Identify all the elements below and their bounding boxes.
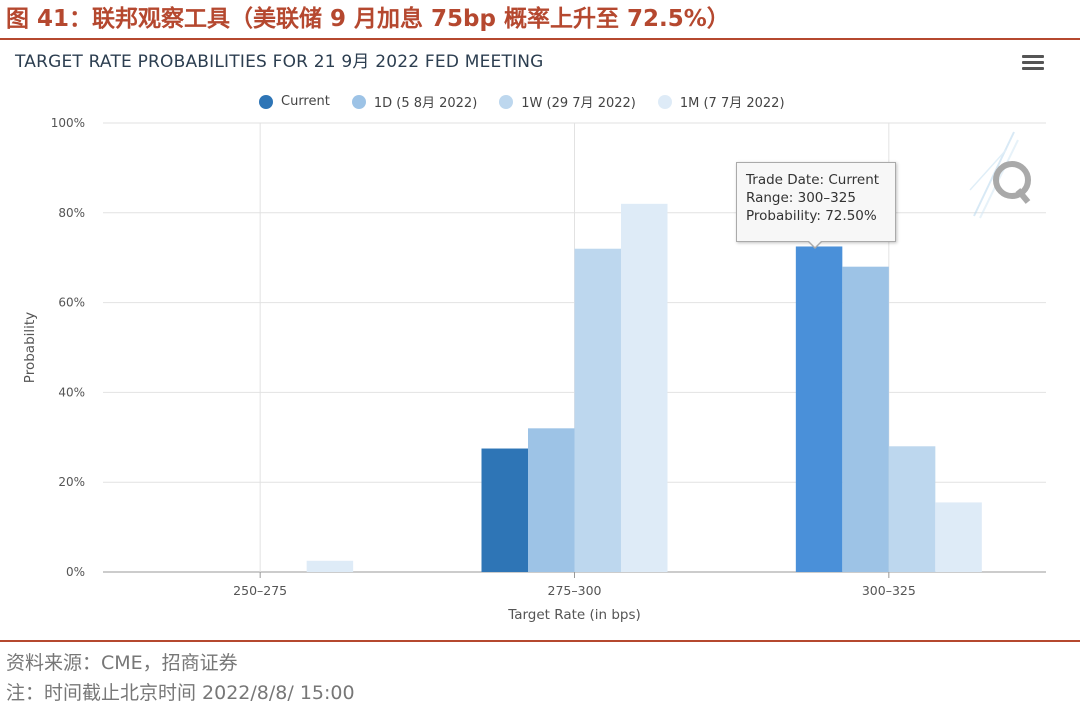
bar-chart-plot: 0% 20% 40% 60% 80% 100% 250–275 275–300 300–325 T… <box>22 116 1046 623</box>
legend-swatch-1m <box>657 94 672 109</box>
bar-3-1 <box>621 203 668 572</box>
x-axis-title: Target Rate (in bps) <box>507 607 641 623</box>
bar-2-1 <box>574 248 621 572</box>
chart-legend: Current 1D (5 8月 2022) 1W (29 7月 2022) 1… <box>259 92 785 111</box>
legend-label-1w: 1W (29 7月 2022) <box>521 96 636 111</box>
legend-item-1w[interactable]: 1W (29 7月 2022) <box>499 92 636 111</box>
legend-swatch-1d <box>351 94 366 109</box>
bar-1-1 <box>528 428 575 572</box>
legend-label-1d: 1D (5 8月 2022) <box>373 96 478 111</box>
bottom-divider <box>0 640 1080 642</box>
time-note: 注：时间截止北京时间 2022/8/8/ 15:00 <box>6 682 355 704</box>
tooltip-pointer <box>807 240 823 249</box>
top-divider <box>0 38 1080 40</box>
tooltip-trade-date: Trade Date: Current <box>746 172 880 188</box>
figure-title: 图 41：联邦观察工具（美联储 9 月加息 75bp 概率上升至 72.5%） <box>6 6 730 32</box>
legend-swatch-current <box>259 94 273 109</box>
bar-1-2 <box>842 266 889 572</box>
y-tick-label: 60% <box>58 296 85 310</box>
legend-item-current[interactable]: Current <box>259 92 330 111</box>
legend-item-1m[interactable]: 1M (7 7月 2022) <box>657 92 785 111</box>
tooltip-probability: Probability: 72.50% <box>746 208 877 224</box>
bar-3-0 <box>306 560 354 572</box>
hamburger-menu-icon[interactable] <box>1022 55 1044 73</box>
bar-3-2 <box>935 502 982 572</box>
legend-item-1d[interactable]: 1D (5 8月 2022) <box>351 92 478 111</box>
y-tick-label: 0% <box>66 565 85 579</box>
chart-title: TARGET RATE PROBABILITIES FOR 21 9月 2022… <box>15 52 544 72</box>
y-tick-label: 100% <box>51 116 85 130</box>
bar-0-2 <box>795 246 843 572</box>
bar-0-1 <box>481 448 528 572</box>
legend-label-current: Current <box>281 94 330 109</box>
y-tick-label: 20% <box>58 475 85 489</box>
quandl-watermark-icon <box>969 131 1031 219</box>
y-tick-label: 80% <box>58 206 85 220</box>
source-note: 资料来源：CME，招商证券 <box>6 652 238 674</box>
y-axis-title: Probability <box>22 312 38 383</box>
chart-tooltip: Trade Date: Current Range: 300–325 Proba… <box>736 162 896 242</box>
legend-swatch-1w <box>499 94 514 109</box>
x-tick-label: 300–325 <box>862 583 916 598</box>
bar-2-2 <box>888 446 936 572</box>
x-tick-label: 275–300 <box>548 583 602 598</box>
y-tick-label: 40% <box>58 385 85 399</box>
legend-label-1m: 1M (7 7月 2022) <box>679 96 785 111</box>
x-tick-label: 250–275 <box>233 583 287 598</box>
tooltip-range: Range: 300–325 <box>746 190 856 206</box>
